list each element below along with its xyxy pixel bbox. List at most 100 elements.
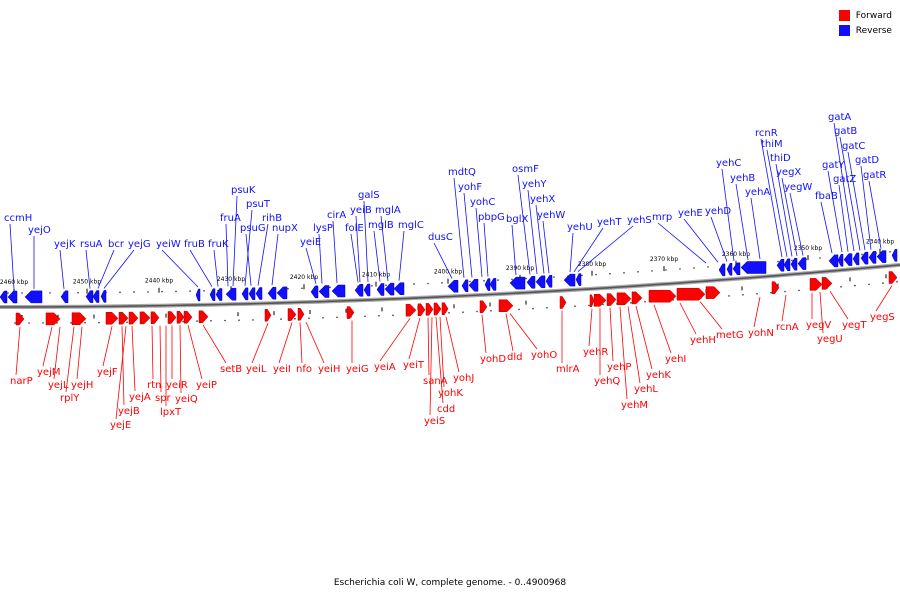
gene-callout-line	[121, 326, 125, 406]
scale-dot	[651, 270, 653, 272]
forward-gene-arrow	[616, 292, 632, 306]
gene-callout-line	[573, 227, 604, 273]
scale-dot	[336, 316, 338, 319]
gene-callout-line	[15, 326, 21, 376]
scale-dot	[553, 276, 555, 278]
reverse-gene-arrow	[783, 258, 791, 272]
reverse-gene-label: yeiE	[300, 237, 321, 248]
gene-callout-line	[509, 313, 538, 350]
scale-dot	[868, 283, 870, 286]
forward-gene-arrow	[45, 312, 61, 326]
reverse-gene-arrow	[85, 290, 94, 303]
forward-gene-label: yejH	[71, 380, 93, 391]
forward-gene-label: yeiR	[166, 380, 188, 391]
gene-callout-line	[588, 308, 593, 347]
reverse-gene-label: pbpG	[478, 212, 505, 223]
forward-gene-label: rplY	[60, 393, 80, 404]
scale-dot	[602, 303, 604, 306]
gene-callout-line	[318, 233, 323, 284]
forward-gene-label: yegS	[870, 312, 895, 323]
scale-dot	[889, 251, 891, 253]
gene-callout-line	[847, 151, 866, 251]
reverse-gene-arrow	[24, 290, 43, 304]
scale-dot	[287, 287, 289, 290]
scale-dot	[679, 268, 681, 270]
gene-callout-line	[627, 306, 641, 384]
reverse-gene-label: gatR	[863, 170, 886, 181]
gene-callout-line	[161, 249, 199, 288]
scale-dot	[490, 310, 492, 312]
reverse-gene-label: gatC	[842, 141, 865, 152]
forward-gene-label: yohK	[438, 388, 463, 399]
forward-gene-arrow	[821, 277, 833, 290]
reverse-gene-label: mglA	[375, 205, 401, 216]
forward-gene-label: yehP	[607, 362, 631, 373]
gene-callout-line	[427, 317, 430, 376]
gene-callout-line	[42, 326, 53, 367]
reverse-gene-arrow	[384, 282, 395, 296]
gene-callout-line	[131, 326, 136, 392]
gene-callout-line	[505, 313, 514, 352]
gene-callout-line	[781, 294, 787, 322]
forward-gene-label: spr	[155, 393, 172, 404]
forward-gene-arrow	[15, 312, 25, 326]
scale-dot	[238, 319, 240, 322]
gene-callout-line	[439, 316, 445, 388]
gene-callout-line	[245, 233, 252, 286]
gene-callout-line	[781, 177, 798, 257]
reverse-gene-arrow	[860, 251, 869, 265]
reverse-gene-label: yehY	[522, 179, 547, 190]
scale-dot	[574, 305, 576, 308]
scale-dot	[413, 283, 415, 285]
reverse-gene-label: thiD	[770, 153, 791, 164]
gene-callout-line	[251, 323, 269, 364]
forward-gene-label: setB	[220, 364, 242, 375]
gene-callout-line	[271, 233, 279, 286]
scale-dot	[581, 274, 583, 277]
scale-dot	[882, 282, 884, 284]
forward-gene-label: yehL	[634, 384, 658, 395]
reverse-gene-label: rsuA	[80, 239, 103, 250]
gene-callout-line	[103, 249, 135, 289]
gene-callout-line	[232, 195, 238, 287]
reverse-gene-arrow	[209, 288, 216, 301]
scale-dot	[728, 295, 730, 297]
forward-gene-arrow	[183, 310, 193, 324]
reverse-gene-arrow	[484, 278, 491, 291]
forward-gene-arrow	[176, 311, 185, 324]
forward-gene-arrow	[287, 308, 297, 321]
forward-gene-arrow	[128, 311, 139, 325]
gene-callout-line	[429, 317, 433, 416]
forward-gene-label: yeiL	[246, 364, 267, 375]
reverse-gene-label: nupX	[272, 223, 298, 234]
gene-callout-line	[257, 223, 269, 286]
reverse-gene-label: lysP	[313, 223, 333, 234]
reverse-gene-label: gatB	[834, 126, 857, 137]
gene-callout-line	[225, 223, 229, 287]
forward-gene-arrow	[264, 309, 272, 322]
reverse-gene-arrow	[225, 287, 237, 301]
reverse-gene-label: yehU	[567, 222, 593, 233]
scale-dot	[861, 253, 863, 256]
scale-dot	[7, 292, 9, 294]
gene-callout-line	[875, 285, 893, 312]
scale-dot	[70, 322, 72, 324]
scale-dot	[854, 284, 856, 287]
reverse-gene-arrow	[891, 249, 898, 262]
gene-callout-line	[569, 232, 574, 273]
reverse-gene-arrow	[535, 275, 546, 289]
scale-dot	[532, 307, 534, 310]
reverse-gene-arrow	[376, 283, 385, 296]
reverse-gene-arrow	[545, 275, 553, 288]
reverse-gene-label: yeiW	[156, 239, 181, 250]
scale-dot	[483, 280, 485, 282]
reverse-gene-label: yehS	[627, 215, 652, 226]
reverse-gene-arrow	[195, 288, 201, 302]
reverse-gene-arrow	[526, 276, 536, 289]
scale-dot	[42, 322, 44, 324]
scale-dot	[588, 304, 590, 307]
gene-callout-line	[839, 136, 861, 251]
reverse-gene-label: bcr	[108, 239, 125, 250]
reverse-gene-label: rihB	[262, 213, 282, 224]
scale-dot	[427, 282, 429, 285]
